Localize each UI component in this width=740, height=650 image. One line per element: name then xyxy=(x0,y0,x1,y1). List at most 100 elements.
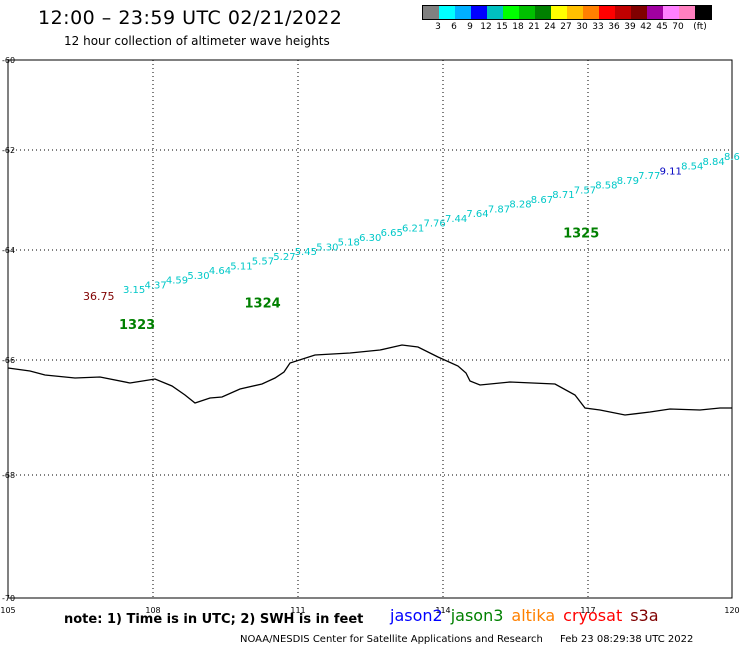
track-value-22: 8.58 xyxy=(595,181,617,192)
legend-swatch-14 xyxy=(647,6,663,19)
lat-label-1: -62 xyxy=(2,146,15,155)
lat-label-0: -60 xyxy=(2,56,15,65)
legend-swatch-7 xyxy=(535,6,551,19)
track-value-18: 8.28 xyxy=(509,200,531,211)
lat-label-5: -70 xyxy=(2,594,15,603)
track-value-4: 4.64 xyxy=(209,266,231,277)
grid-lines xyxy=(8,60,732,598)
legend-swatch-8 xyxy=(551,6,567,19)
legend-swatch-17 xyxy=(695,6,711,19)
track-value-21: 7.57 xyxy=(574,185,596,196)
track-value-27: 8.84 xyxy=(703,157,725,168)
track-value-5: 5.11 xyxy=(230,261,252,272)
track-value-6: 5.57 xyxy=(252,257,274,268)
outlier-value: 36.75 xyxy=(83,290,115,303)
lon-label-1: 108 xyxy=(145,606,160,615)
track-value-2: 4.59 xyxy=(166,276,188,287)
pass-labels: 1323 1324 1325 xyxy=(119,227,599,334)
legend-label-10: 33 xyxy=(592,22,604,32)
legend-swatch-1 xyxy=(439,6,455,19)
lon-label-0: 105 xyxy=(0,606,15,615)
legend-label-2: 9 xyxy=(467,22,473,32)
legend-labels: 3 6 9 12 15 18 21 24 27 30 33 36 39 42 45 70 (ft) xyxy=(422,20,712,34)
legend-swatch-2 xyxy=(455,6,471,19)
credit-text: NOAA/NESDIS Center for Satellite Applica… xyxy=(240,634,543,645)
legend-label-6: 21 xyxy=(528,22,540,32)
track-value-26: 8.54 xyxy=(681,162,703,173)
track-value-14: 7.76 xyxy=(424,219,446,230)
legend-swatch-9 xyxy=(567,6,583,19)
track-value-24: 7.77 xyxy=(638,171,660,182)
lon-label-5: 120 xyxy=(724,606,739,615)
legend-swatch-0 xyxy=(423,6,439,19)
legend-label-12: 39 xyxy=(624,22,636,32)
legend-swatch-5 xyxy=(503,6,519,19)
legend-swatch-6 xyxy=(519,6,535,19)
footer-note: note: 1) Time is in UTC; 2) SWH is in fe… xyxy=(64,612,364,627)
pass-label-1: 1324 xyxy=(245,297,281,312)
legend-label-3: 12 xyxy=(480,22,492,32)
map-subtitle: 12 hour collection of altimeter wave hei… xyxy=(64,34,330,48)
legend-swatch-12 xyxy=(615,6,631,19)
lat-label-2: -64 xyxy=(2,246,15,255)
satellite-altika: altika xyxy=(511,606,556,625)
track-value-25: 9.11 xyxy=(660,166,682,177)
plot-frame xyxy=(7,59,733,599)
pass-label-0: 1323 xyxy=(119,318,155,333)
legend-swatch-15 xyxy=(663,6,679,19)
legend-label-15: 70 xyxy=(672,22,684,32)
track-value-7: 5.27 xyxy=(273,252,295,263)
track-value-3: 5.30 xyxy=(187,271,209,282)
lat-label-3: -66 xyxy=(2,356,15,365)
track-value-15: 7.44 xyxy=(445,214,467,225)
satellite-s3a: s3a xyxy=(630,606,659,625)
legend-label-8: 27 xyxy=(560,22,572,32)
satellite-jason3: jason3 xyxy=(450,606,504,625)
track-value-12: 6.65 xyxy=(381,228,403,239)
track-value-11: 6.30 xyxy=(359,233,381,244)
altimeter-track: 3.15 4.37 4.59 5.30 4.64 5.11 5.57 5.27 5.45 5.30… xyxy=(123,152,740,296)
legend-label-11: 36 xyxy=(608,22,620,32)
legend-swatch-10 xyxy=(583,6,599,19)
legend-label-13: 42 xyxy=(640,22,652,32)
track-value-13: 6.21 xyxy=(402,223,424,234)
legend-label-1: 6 xyxy=(451,22,457,32)
lat-label-4: -68 xyxy=(2,471,15,480)
track-value-0: 3.15 xyxy=(123,285,145,296)
legend-swatches xyxy=(422,5,712,20)
track-value-16: 7.64 xyxy=(466,209,488,220)
track-value-23: 8.79 xyxy=(617,176,639,187)
map-title: 12:00 – 23:59 UTC 02/21/2022 xyxy=(38,7,343,29)
legend-label-16: (ft) xyxy=(693,22,707,32)
satellite-cryosat: cryosat xyxy=(563,606,623,625)
antarctic-coastline xyxy=(7,344,732,416)
legend-swatch-16 xyxy=(679,6,695,19)
legend-swatch-11 xyxy=(599,6,615,19)
track-value-17: 7.87 xyxy=(488,204,510,215)
timestamp: Feb 23 08:29:38 UTC 2022 xyxy=(560,634,694,645)
track-value-9: 5.30 xyxy=(316,242,338,253)
axis-labels: -60 -62 -64 -66 -68 -70 105 108 111 114 117 120 xyxy=(0,56,739,615)
pass-label-2: 1325 xyxy=(563,227,599,242)
track-value-8: 5.45 xyxy=(295,247,317,258)
legend-label-7: 24 xyxy=(544,22,556,32)
legend-swatch-13 xyxy=(631,6,647,19)
legend-label-5: 18 xyxy=(512,22,524,32)
lon-label-3: 114 xyxy=(435,606,450,615)
track-value-1: 4.37 xyxy=(145,280,167,291)
legend-label-14: 45 xyxy=(656,22,668,32)
color-legend: 3 6 9 12 15 18 21 24 27 30 33 36 39 42 45 70 (ft) xyxy=(422,5,712,34)
track-value-20: 8.71 xyxy=(552,190,574,201)
legend-label-4: 15 xyxy=(496,22,508,32)
satellite-jason2: jason2 xyxy=(390,606,443,625)
legend-label-9: 30 xyxy=(576,22,588,32)
legend-label-0: 3 xyxy=(435,22,441,32)
track-value-10: 5.18 xyxy=(338,238,360,249)
credit-line: NOAA/NESDIS Center for Satellite Applica… xyxy=(240,634,693,645)
lon-label-4: 117 xyxy=(580,606,595,615)
track-value-28: 8.64 xyxy=(724,152,740,163)
lon-label-2: 111 xyxy=(290,606,305,615)
track-value-19: 8.67 xyxy=(531,195,553,206)
legend-swatch-4 xyxy=(487,6,503,19)
